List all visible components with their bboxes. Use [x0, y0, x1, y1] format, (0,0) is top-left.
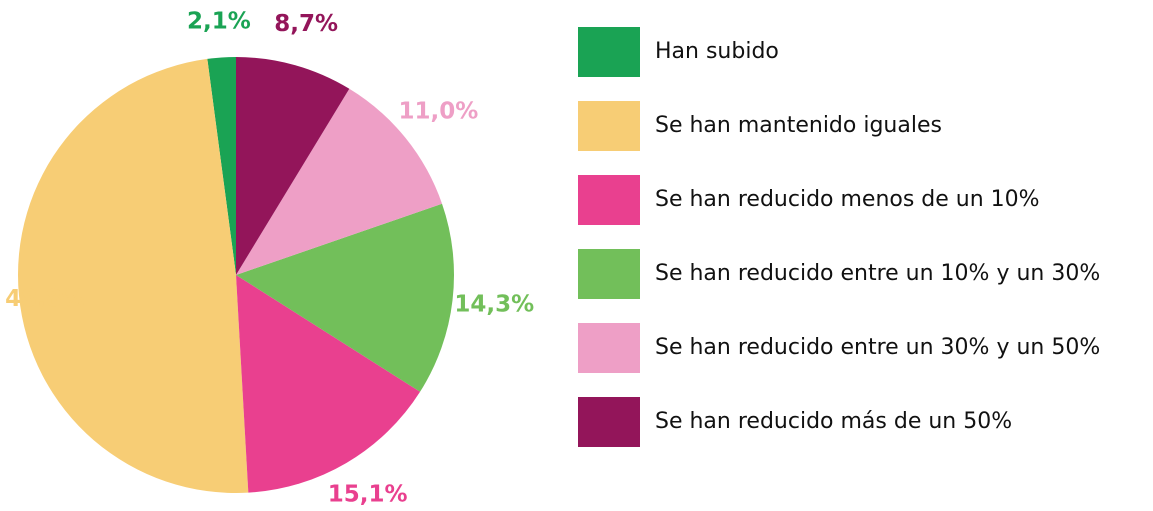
pie-slice	[207, 57, 236, 275]
legend-swatch	[578, 175, 640, 225]
data-label: 48,8%	[5, 286, 85, 312]
legend-label: Han subido	[655, 39, 779, 64]
legend-label: Se han reducido menos de un 10%	[655, 187, 1040, 212]
legend-swatch	[578, 101, 640, 151]
legend-swatch	[578, 323, 640, 373]
pie-slice	[236, 275, 421, 493]
legend-label: Se han mantenido iguales	[655, 113, 942, 138]
legend-label: Se han reducido entre un 10% y un 30%	[655, 261, 1100, 286]
pie-slice	[236, 57, 350, 275]
data-label: 14,3%	[454, 292, 534, 318]
pie-slice	[236, 88, 443, 275]
legend-swatch	[578, 27, 640, 77]
legend-label: Se han reducido más de un 50%	[655, 409, 1012, 434]
data-label: 8,7%	[274, 11, 338, 37]
pie-slice	[18, 58, 249, 494]
data-label: 15,1%	[328, 482, 408, 508]
legend-label: Se han reducido entre un 30% y un 50%	[655, 335, 1100, 360]
pie-slice	[236, 203, 454, 392]
legend-swatch	[578, 249, 640, 299]
legend-swatch	[578, 397, 640, 447]
data-label: 2,1%	[187, 9, 251, 35]
data-label: 11,0%	[399, 98, 479, 124]
